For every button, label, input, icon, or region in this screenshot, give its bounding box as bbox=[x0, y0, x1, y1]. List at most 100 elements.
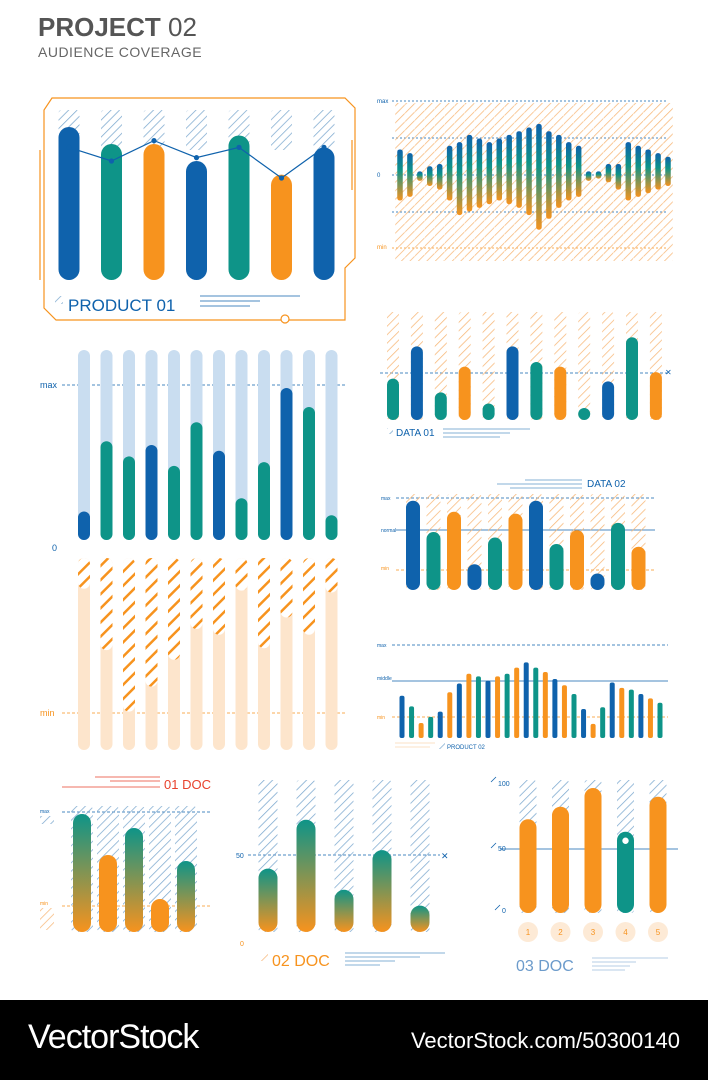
doc03-label-100: 100 bbox=[498, 781, 510, 788]
data01-title: DATA 01 bbox=[396, 428, 435, 439]
product01-title: PRODUCT 01 bbox=[68, 296, 175, 315]
product02-bar bbox=[571, 694, 577, 738]
data01-bar-hatch bbox=[578, 312, 591, 420]
doc03-label-0: 0 bbox=[502, 908, 506, 915]
product02-bar bbox=[647, 698, 653, 738]
big-top-bar bbox=[145, 445, 158, 540]
wave-bar-hatch bbox=[415, 103, 425, 261]
big-top-bar bbox=[78, 511, 90, 540]
product01-bar-hatch bbox=[143, 110, 165, 150]
wave-label-min: min bbox=[377, 245, 387, 251]
data01-bar-hatch bbox=[434, 312, 447, 420]
image-id: VectorStock.com/50300140 bbox=[410, 1028, 680, 1053]
big-bottom-bar bbox=[78, 558, 90, 589]
doc03-category-badge bbox=[648, 922, 668, 942]
wave-bar bbox=[575, 145, 582, 197]
data01-bar-hatch bbox=[482, 312, 495, 420]
doc02-bar bbox=[372, 850, 392, 932]
big-bottom-bar bbox=[190, 558, 203, 630]
product02-bar bbox=[418, 723, 424, 738]
doc02-bar bbox=[296, 819, 316, 932]
big-bottom-track bbox=[78, 558, 90, 750]
doc02-chart bbox=[248, 780, 440, 932]
data01-bar bbox=[387, 378, 399, 420]
data02-bar bbox=[426, 532, 441, 590]
data02-bar bbox=[467, 564, 482, 590]
big-top-bar bbox=[258, 462, 270, 540]
product02-bar bbox=[533, 667, 539, 738]
product02-bar bbox=[542, 672, 548, 738]
doc02-bar bbox=[258, 868, 278, 932]
product02-bar bbox=[447, 692, 453, 738]
doc03-bar bbox=[617, 831, 634, 913]
doc02-bar bbox=[410, 905, 430, 932]
doc01-bar bbox=[177, 861, 195, 932]
product01-trend-point bbox=[321, 144, 327, 150]
big-bottom-bar bbox=[325, 558, 338, 593]
wave-bar bbox=[565, 142, 572, 201]
product01-bar bbox=[228, 135, 250, 280]
product02-hatch-marker bbox=[439, 743, 445, 749]
big-bottom-bar bbox=[280, 558, 293, 618]
product02-bar bbox=[428, 716, 434, 738]
big-top-track bbox=[325, 350, 338, 540]
product01-frame bbox=[39, 97, 356, 324]
doc01-chart bbox=[62, 806, 212, 932]
data01-bar bbox=[602, 381, 615, 420]
wave-bar bbox=[427, 166, 433, 186]
big-bottom-bar bbox=[123, 558, 135, 712]
footer-bar: VectorStock VectorStock.com/50300140 bbox=[0, 1000, 708, 1080]
doc01-bar bbox=[151, 899, 169, 932]
product02-label-middle: middle bbox=[377, 676, 392, 682]
product02-bar bbox=[609, 682, 615, 738]
data01-chart bbox=[380, 312, 668, 420]
product02-bar bbox=[399, 695, 405, 738]
data02-bar bbox=[611, 522, 625, 590]
product02-bar bbox=[552, 679, 558, 738]
product02-bar bbox=[657, 702, 663, 738]
doc01-hatch-min bbox=[40, 908, 54, 930]
product02-chart bbox=[392, 644, 668, 738]
product01-bar bbox=[58, 127, 80, 280]
product01-trend-point bbox=[108, 158, 115, 164]
big-bottom-track bbox=[235, 558, 248, 750]
product01-chart bbox=[58, 110, 335, 280]
wave-bar bbox=[615, 164, 622, 190]
product02-bar bbox=[600, 707, 606, 738]
product02-label-min: min bbox=[377, 715, 385, 721]
product01-bar-hatch bbox=[313, 110, 335, 150]
product02-bar bbox=[628, 689, 634, 738]
doc03-category-badge bbox=[550, 922, 571, 942]
product01-trend-point bbox=[193, 155, 200, 161]
data01-bar bbox=[506, 346, 519, 420]
wave-label-max: max bbox=[377, 99, 388, 105]
wave-bar bbox=[506, 134, 512, 205]
doc03-category-label: 2 bbox=[558, 928, 563, 937]
data01-hatch-marker bbox=[387, 428, 393, 434]
title-bold: PROJECT bbox=[38, 12, 161, 42]
doc03-category-label: 1 bbox=[526, 928, 531, 937]
data02-bar-hatch bbox=[590, 494, 605, 590]
product02-bar bbox=[561, 685, 567, 738]
product02-bar bbox=[619, 687, 625, 738]
doc01-hatch-max bbox=[40, 816, 54, 824]
wave-bar bbox=[397, 149, 403, 201]
doc01-label-min: min bbox=[40, 901, 48, 907]
product01-trend-point bbox=[151, 138, 157, 144]
doc02-bar-hatch bbox=[410, 780, 430, 932]
doc02-label-50: 50 bbox=[236, 853, 244, 860]
doc03-chart: 1 2 3 4 5 bbox=[500, 780, 678, 942]
wave-bar bbox=[476, 138, 483, 208]
wave-bar bbox=[556, 134, 562, 208]
doc03-bar bbox=[649, 796, 667, 913]
big-bottom-bar bbox=[100, 558, 113, 651]
wave-chart bbox=[392, 100, 673, 261]
product01-bar bbox=[143, 144, 165, 280]
product02-bar bbox=[638, 694, 644, 738]
doc03-bar bbox=[519, 819, 537, 913]
page-title: PROJECT 02 bbox=[38, 12, 197, 43]
big-top-bar bbox=[123, 456, 135, 540]
data02-bar bbox=[488, 537, 502, 590]
doc03-category-badge bbox=[583, 922, 603, 942]
data02-bar bbox=[590, 573, 605, 590]
